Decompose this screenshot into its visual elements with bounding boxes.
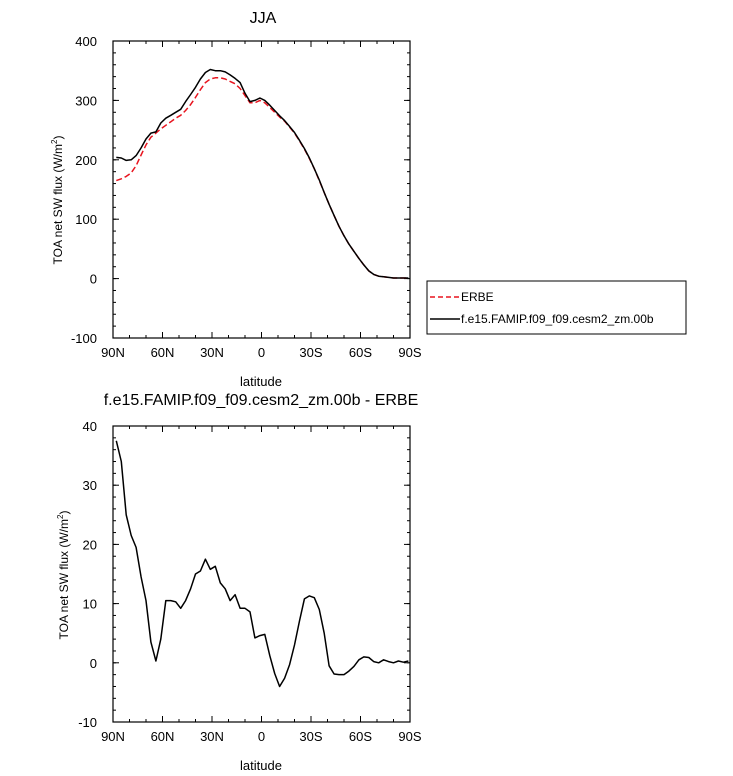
x-tick-label: 60S [349, 345, 372, 360]
x-tick-label: 30N [200, 729, 224, 744]
y-axis-label-text: TOA net SW flux (W/m [57, 519, 71, 639]
legend-box [426, 280, 687, 335]
chart-title: JJA [250, 10, 277, 27]
y-tick-label: 100 [75, 212, 97, 227]
y-axis-label-close: ) [57, 511, 71, 515]
y-tick-label: 200 [75, 153, 97, 168]
series-line-difference [115, 440, 409, 688]
x-tick-label: 0 [258, 729, 265, 744]
y-axis-label-superscript: 2 [56, 514, 65, 519]
series-line-erbe [116, 77, 409, 279]
chart-title: f.e15.FAMIP.f09_f09.cesm2_zm.00b - ERBE [104, 392, 419, 409]
y-tick-label: -10 [78, 715, 97, 730]
y-tick-label: 10 [83, 597, 97, 612]
plot-frame [112, 425, 411, 723]
legend-label-model: f.e15.FAMIP.f09_f09.cesm2_zm.00b [461, 312, 654, 326]
chart-panel-jja: JJA TOA net SW flux (W/m2) latitude 90N 6… [50, 10, 687, 389]
series-line-f-e15-famip-f09-f09-cesm2-zm-00b [116, 68, 409, 279]
y-axis-label-superscript: 2 [50, 139, 59, 144]
x-tick-label: 90S [398, 729, 421, 744]
x-tick-label: 60N [151, 729, 175, 744]
x-tick-label: 30S [299, 345, 322, 360]
legend: ERBE f.e15.FAMIP.f09_f09.cesm2_zm.00b [426, 280, 687, 335]
y-tick-label: 0 [90, 272, 97, 287]
y-tick-label: 400 [75, 34, 97, 49]
y-axis-label: TOA net SW flux (W/m2) [56, 511, 71, 640]
x-axis-label: latitude [240, 374, 282, 389]
y-tick-label: -100 [71, 331, 97, 346]
chart-panel-difference: f.e15.FAMIP.f09_f09.cesm2_zm.00b - ERBE … [56, 392, 422, 773]
legend-label-erbe: ERBE [461, 290, 494, 304]
x-tick-label: 90N [101, 729, 125, 744]
x-tick-label: 30S [299, 729, 322, 744]
x-axis-label: latitude [240, 758, 282, 773]
y-tick-label: 20 [83, 537, 97, 552]
x-tick-label: 30N [200, 345, 224, 360]
y-axis-label-close: ) [51, 136, 65, 140]
y-axis-label-text: TOA net SW flux (W/m [51, 144, 65, 264]
x-tick-label: 60N [151, 345, 175, 360]
plot-frame [112, 40, 411, 339]
x-tick-label: 90S [398, 345, 421, 360]
x-tick-label: 90N [101, 345, 125, 360]
y-tick-label: 300 [75, 93, 97, 108]
y-tick-label: 0 [90, 656, 97, 671]
x-tick-label: 60S [349, 729, 372, 744]
y-tick-label: 40 [83, 419, 97, 434]
y-tick-label: 30 [83, 478, 97, 493]
x-tick-label: 0 [258, 345, 265, 360]
y-axis-label: TOA net SW flux (W/m2) [50, 136, 65, 265]
